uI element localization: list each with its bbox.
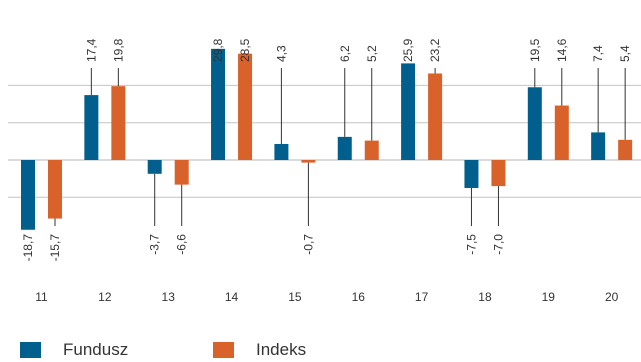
bar-fundusz-14 [211, 48, 226, 160]
legend-label-indeks: Indeks [256, 340, 307, 359]
bar-fundusz-18 [464, 160, 479, 188]
x-tick-19: 19 [542, 290, 556, 304]
bar-indeks-20 [618, 139, 633, 160]
legend-item-fundusz: Fundusz [20, 340, 128, 360]
x-tick-14: 14 [225, 290, 239, 304]
bar-fundusz-20 [591, 132, 606, 160]
bar-indeks-12 [111, 86, 126, 160]
x-tick-18: 18 [478, 290, 492, 304]
x-tick-12: 12 [98, 290, 112, 304]
data-label-fundusz-14: 29,8 [211, 38, 225, 62]
bar-fundusz-15 [274, 143, 289, 160]
bar-fundusz-17 [401, 63, 416, 160]
bar-fundusz-16 [337, 136, 352, 160]
x-tick-17: 17 [415, 290, 429, 304]
data-label-indeks-12: 19,8 [111, 38, 125, 62]
x-tick-20: 20 [605, 290, 619, 304]
bar-indeks-13 [174, 160, 189, 185]
gridlines [8, 84, 641, 198]
bar-indeks-16 [364, 140, 379, 160]
data-labels: -18,7 -15,7 17,4 19,8 -3,7 -6,6 29,8 28,5 4,3 -0,… [21, 38, 632, 261]
data-label-indeks-17: 23,2 [428, 38, 442, 62]
legend-item-indeks: Indeks [213, 340, 306, 360]
data-label-indeks-11: -15,7 [48, 234, 62, 262]
bars [21, 48, 633, 230]
data-label-fundusz-19: 19,5 [528, 38, 542, 62]
data-label-fundusz-11: -18,7 [21, 234, 35, 262]
bar-indeks-15 [301, 160, 316, 163]
x-tick-15: 15 [288, 290, 302, 304]
bar-fundusz-12 [84, 95, 99, 160]
bar-fundusz-19 [527, 87, 542, 160]
data-label-indeks-14: 28,5 [238, 38, 252, 62]
data-label-indeks-19: 14,6 [555, 38, 569, 62]
data-label-fundusz-20: 7,4 [591, 45, 605, 62]
bar-indeks-14 [238, 53, 253, 160]
data-label-fundusz-18: -7,5 [464, 234, 478, 255]
data-label-indeks-16: 5,2 [365, 45, 379, 62]
bar-fundusz-11 [21, 160, 35, 230]
data-label-indeks-18: -7,0 [491, 234, 505, 255]
data-label-fundusz-15: 4,3 [274, 45, 288, 62]
bar-indeks-18 [491, 160, 506, 187]
data-label-indeks-15: -0,7 [301, 234, 315, 255]
x-tick-16: 16 [352, 290, 366, 304]
x-tick-13: 13 [162, 290, 176, 304]
bar-fundusz-13 [147, 160, 162, 174]
legend-swatch-fundusz [20, 342, 41, 358]
bar-chart: -18,7 -15,7 17,4 19,8 -3,7 -6,6 29,8 28,5 4,3 -0,… [8, 38, 641, 304]
data-label-fundusz-13: -3,7 [148, 234, 162, 255]
bar-indeks-17 [428, 73, 443, 160]
legend-label-fundusz: Fundusz [63, 340, 129, 359]
data-label-fundusz-16: 6,2 [338, 45, 352, 62]
bar-indeks-19 [554, 105, 569, 160]
data-label-fundusz-12: 17,4 [84, 38, 98, 62]
data-label-indeks-13: -6,6 [175, 234, 189, 255]
x-axis-ticks: 11 12 13 14 15 16 17 18 19 20 [35, 290, 618, 304]
legend: Fundusz Indeks [0, 340, 641, 362]
legend-swatch-indeks [213, 342, 234, 358]
data-label-fundusz-17: 25,9 [401, 38, 415, 62]
bar-indeks-11 [48, 160, 62, 219]
x-tick-11: 11 [35, 290, 48, 304]
data-label-indeks-20: 5,4 [618, 45, 632, 62]
